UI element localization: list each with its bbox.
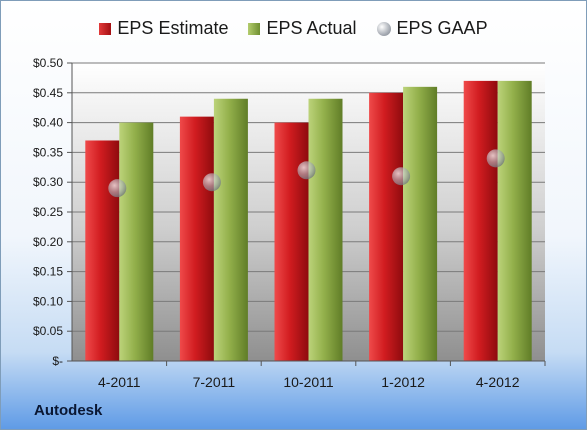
y-tick-label: $0.10 (33, 294, 63, 308)
marker-eps-gaap (392, 167, 411, 186)
x-tick-label: 4-2011 (98, 374, 141, 390)
legend-swatch-actual (248, 22, 261, 35)
bar-eps-actual (497, 80, 532, 361)
y-tick-label: $0.05 (33, 324, 63, 338)
x-tick-label: 7-2011 (193, 374, 236, 390)
y-tick-label: $0.30 (33, 175, 63, 189)
bar-eps-estimate (274, 122, 309, 361)
legend-label-estimate: EPS Estimate (117, 18, 229, 38)
bar-eps-estimate (369, 92, 404, 362)
y-tick-label: $0.50 (33, 56, 63, 70)
chart-legend: EPS Estimate EPS Actual EPS GAAP (1, 18, 586, 39)
y-tick-label: $- (52, 354, 63, 368)
x-tick-label: 4-2012 (476, 374, 520, 390)
y-tick-label: $0.40 (33, 116, 63, 130)
legend-label-gaap: EPS GAAP (396, 18, 488, 38)
bar-eps-estimate (179, 116, 214, 361)
y-tick-label: $0.20 (33, 235, 63, 249)
bar-eps-actual (213, 98, 248, 361)
bar-eps-actual (403, 86, 438, 361)
legend-item-gaap: EPS GAAP (376, 18, 488, 39)
legend-label-actual: EPS Actual (266, 18, 357, 38)
y-tick-label: $0.15 (33, 265, 63, 279)
bar-eps-actual (308, 98, 343, 361)
marker-eps-gaap (297, 161, 316, 180)
marker-eps-gaap (108, 179, 127, 198)
legend-item-actual: EPS Actual (248, 18, 357, 39)
bar-eps-estimate (85, 140, 120, 361)
y-tick-label: $0.25 (33, 205, 63, 219)
marker-eps-gaap (486, 149, 505, 168)
x-tick-label: 10-2011 (283, 374, 334, 390)
bar-eps-actual (119, 122, 154, 361)
y-tick-label: $0.45 (33, 86, 63, 100)
bar-eps-estimate (463, 80, 498, 361)
company-name: Autodesk (34, 402, 103, 419)
legend-swatch-gaap (376, 21, 391, 36)
x-tick-label: 1-2012 (381, 374, 425, 390)
marker-eps-gaap (202, 173, 221, 192)
legend-swatch-estimate (99, 22, 112, 35)
y-tick-label: $0.35 (33, 145, 63, 159)
legend-item-estimate: EPS Estimate (99, 18, 228, 39)
